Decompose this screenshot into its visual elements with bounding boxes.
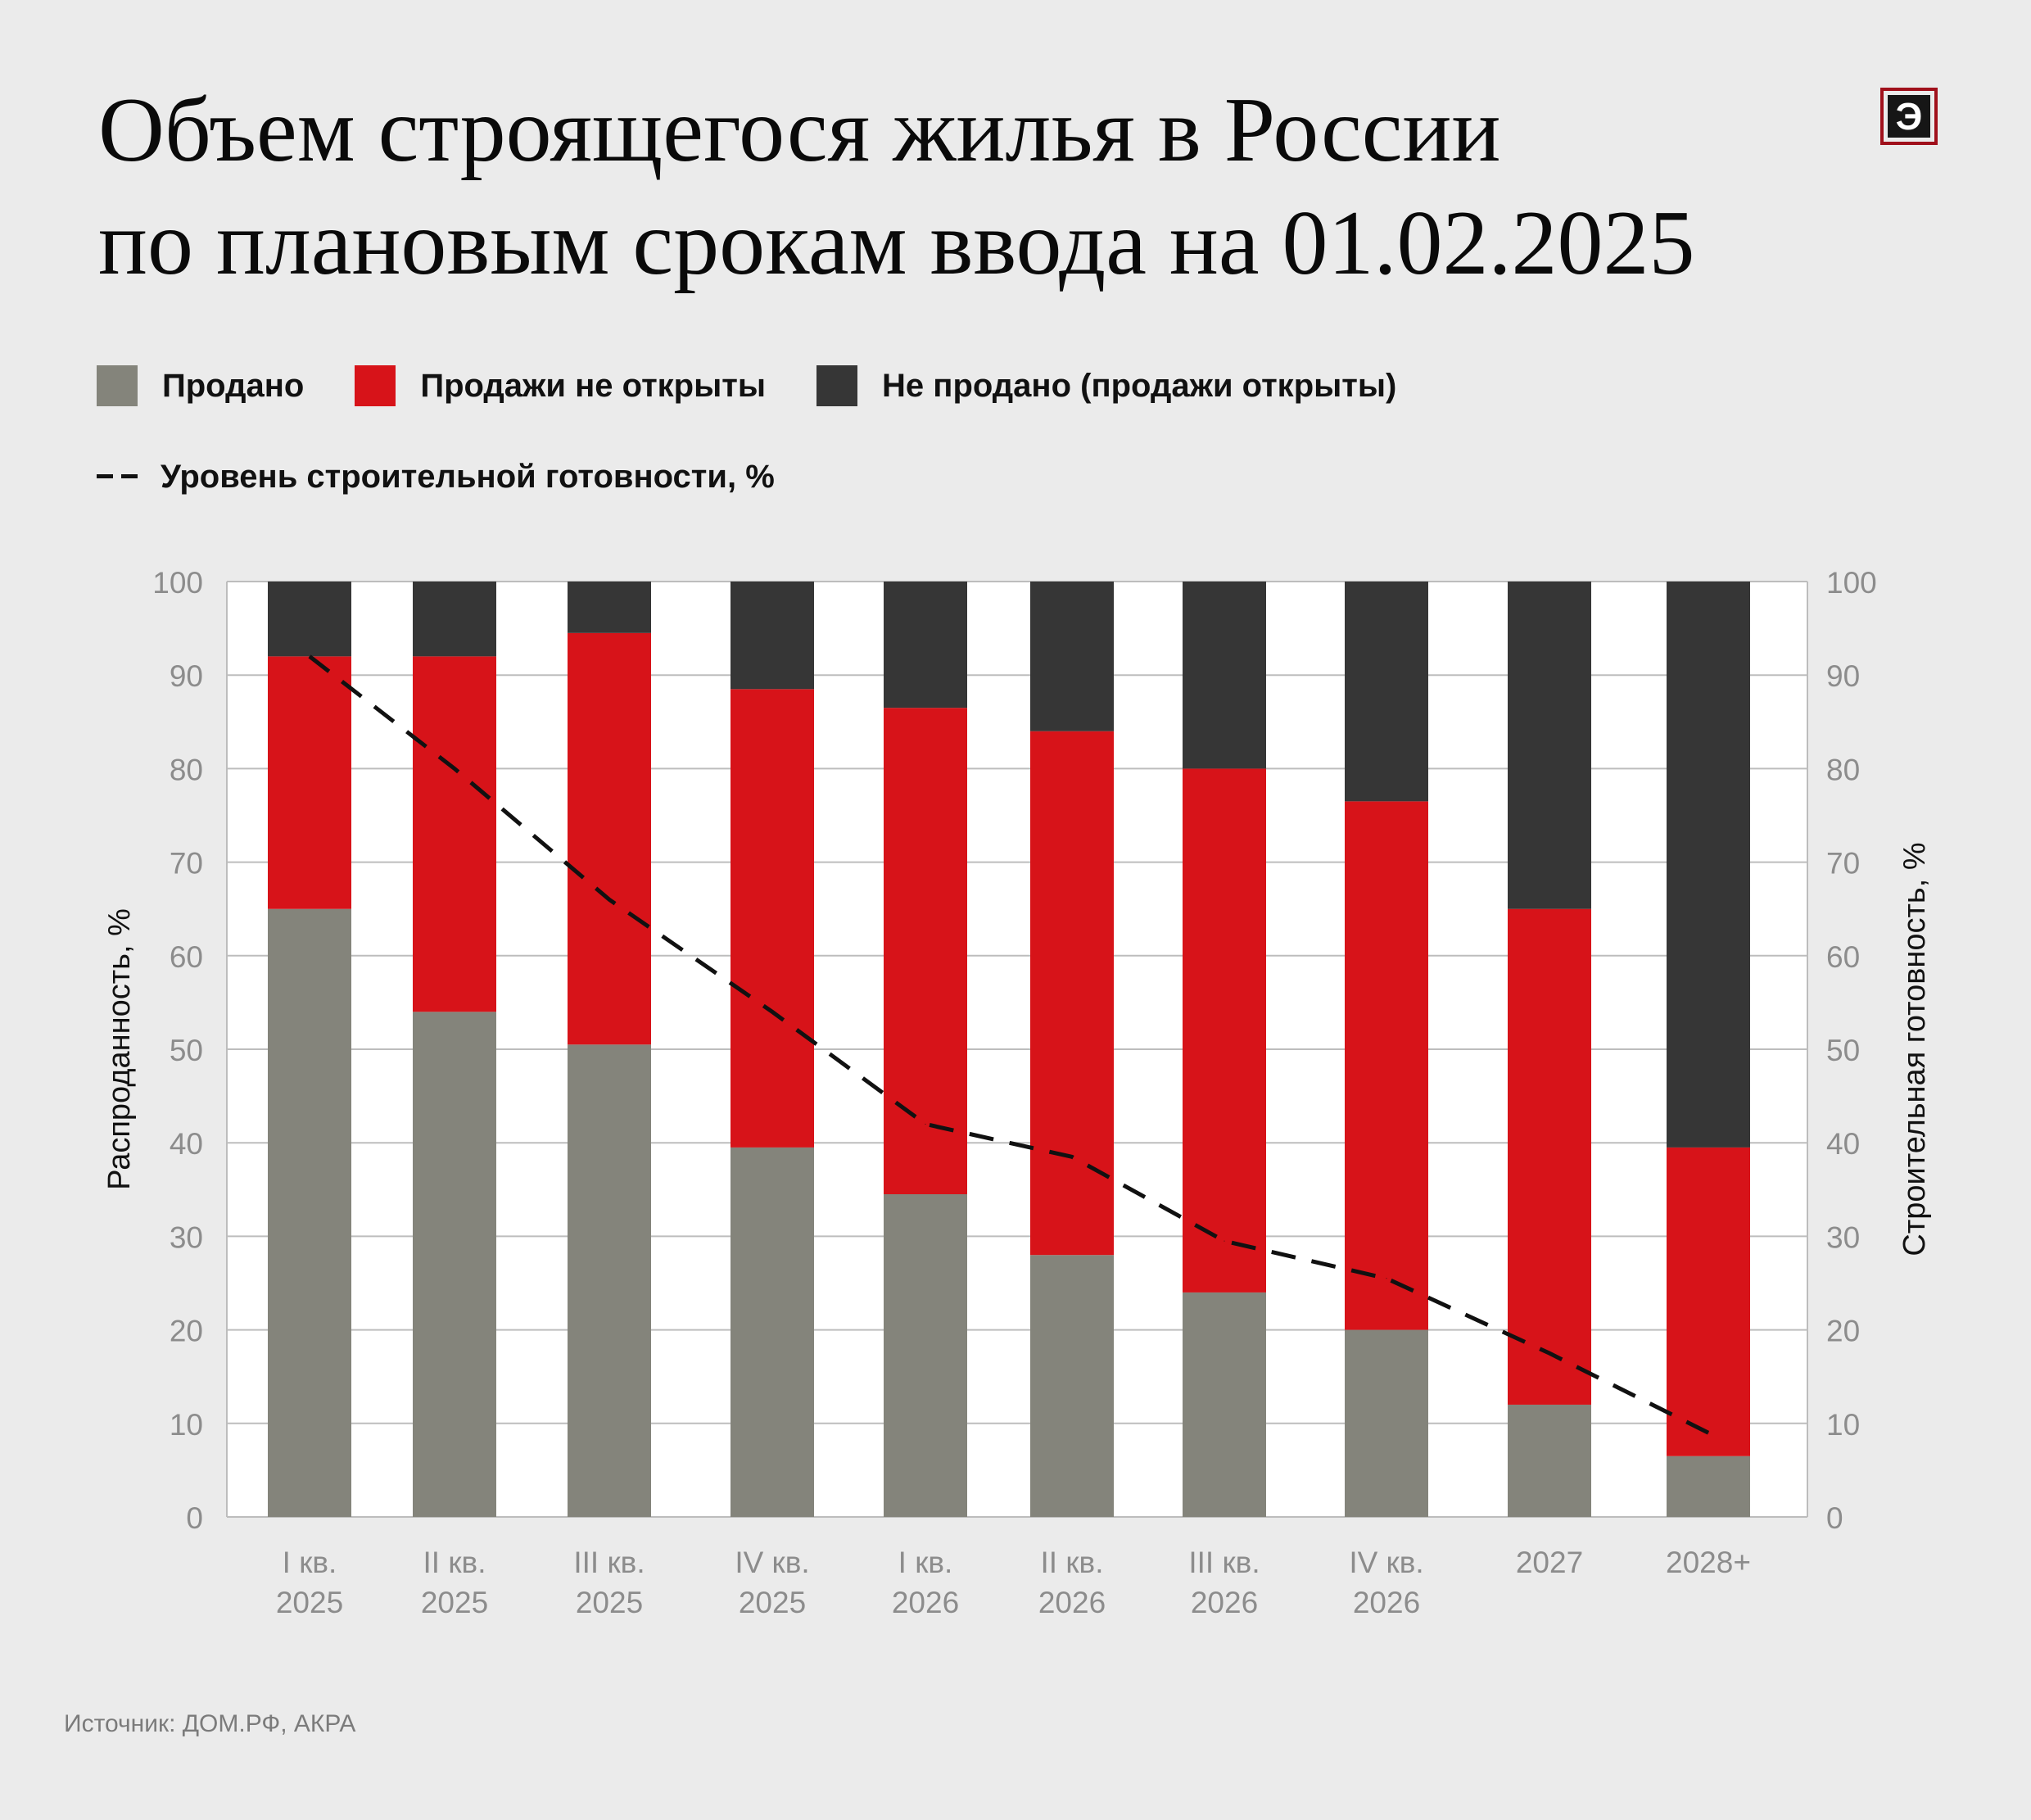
source-note: Источник: ДОМ.РФ, АКРА bbox=[64, 1710, 356, 1737]
legend-swatch-not-opened bbox=[355, 365, 396, 406]
bar-segment-unsold bbox=[1508, 582, 1591, 909]
brand-logo-letter: Э bbox=[1888, 95, 1930, 138]
bar-segment-sold bbox=[1345, 1329, 1428, 1517]
y-tick-label-right: 0 bbox=[1826, 1501, 1843, 1535]
readiness-point bbox=[1549, 1352, 1550, 1354]
y-tick-label-right: 70 bbox=[1826, 847, 1860, 881]
chart-title-line-1: Объем строящегося жилья в России bbox=[98, 79, 1501, 181]
y-tick-label-right: 40 bbox=[1826, 1127, 1860, 1161]
x-tick-label: 2025 bbox=[576, 1586, 643, 1619]
y-tick-label-left: 60 bbox=[170, 940, 203, 974]
readiness-point bbox=[608, 899, 610, 900]
legend-label-unsold: Не продано (продажи открыты) bbox=[882, 367, 1397, 404]
x-tick-label: II кв. bbox=[423, 1546, 486, 1579]
bar-segment-unsold bbox=[1183, 582, 1266, 769]
bar-segment-unsold bbox=[1030, 582, 1114, 731]
legend-item-sold: Продано bbox=[97, 365, 304, 406]
legend-label-not-opened: Продажи не открыты bbox=[420, 367, 767, 404]
bar-segment-sold bbox=[1667, 1456, 1750, 1517]
bar-segment-unsold bbox=[413, 582, 496, 657]
y-axis-title-right: Строительная готовность, % bbox=[1898, 842, 1932, 1256]
bar-segment-sold bbox=[1183, 1292, 1266, 1517]
x-tick-label: 2025 bbox=[276, 1586, 343, 1619]
legend-item-unsold: Не продано (продажи открыты) bbox=[816, 365, 1396, 406]
brand-logo: Э bbox=[1880, 88, 1938, 145]
x-tick-label: 2025 bbox=[739, 1586, 806, 1619]
x-tick-label: 2026 bbox=[1038, 1586, 1106, 1619]
x-tick-label: I кв. bbox=[283, 1546, 337, 1579]
y-tick-label-right: 90 bbox=[1826, 659, 1860, 693]
y-tick-label-right: 10 bbox=[1826, 1408, 1860, 1442]
chart-title-line-2: по плановым срокам ввода на 01.02.2025 bbox=[98, 192, 1695, 294]
bar-segment-not-opened bbox=[731, 689, 814, 1148]
bar-segment-not-opened bbox=[1667, 1147, 1750, 1456]
x-tick-label: 2026 bbox=[1191, 1586, 1258, 1619]
legend: Продано Продажи не открыты Не продано (п… bbox=[97, 365, 1447, 406]
bar-segment-sold bbox=[1030, 1255, 1114, 1517]
bar-segment-unsold bbox=[268, 582, 351, 657]
chart-title: Объем строящегося жилья в России по план… bbox=[98, 74, 1695, 300]
bar-segment-not-opened bbox=[1183, 768, 1266, 1293]
x-tick-label: 2028+ bbox=[1666, 1546, 1751, 1579]
y-tick-label-left: 30 bbox=[170, 1220, 203, 1254]
bar-segment-unsold bbox=[731, 582, 814, 690]
legend-item-not-opened: Продажи не открыты bbox=[355, 365, 766, 406]
readiness-point bbox=[1224, 1240, 1225, 1242]
bar-segment-unsold bbox=[1667, 582, 1750, 1148]
bar-segment-unsold bbox=[1345, 582, 1428, 802]
x-tick-label: II кв. bbox=[1041, 1546, 1104, 1579]
y-tick-label-right: 80 bbox=[1826, 753, 1860, 786]
y-tick-label-right: 50 bbox=[1826, 1034, 1860, 1067]
legend-dash-icon bbox=[97, 473, 138, 481]
bar-segment-not-opened bbox=[268, 656, 351, 909]
x-tick-label: I кв. bbox=[898, 1546, 953, 1579]
legend-item-readiness: Уровень строительной готовности, % bbox=[97, 459, 775, 496]
y-tick-label-left: 50 bbox=[170, 1034, 203, 1067]
y-tick-label-left: 70 bbox=[170, 847, 203, 881]
bar-segment-sold bbox=[1508, 1404, 1591, 1517]
y-tick-label-left: 10 bbox=[170, 1408, 203, 1442]
y-tick-label-left: 20 bbox=[170, 1315, 203, 1348]
y-tick-label-left: 0 bbox=[186, 1501, 203, 1535]
bar-segment-not-opened bbox=[1508, 908, 1591, 1405]
y-tick-label-right: 30 bbox=[1826, 1220, 1860, 1254]
bar-segment-unsold bbox=[884, 582, 967, 709]
legend-label-sold: Продано bbox=[162, 367, 305, 404]
bar-segment-sold bbox=[568, 1044, 651, 1517]
x-tick-label: 2025 bbox=[421, 1586, 488, 1619]
readiness-point bbox=[1386, 1278, 1387, 1279]
y-axis-title-left: Распроданность, % bbox=[102, 908, 137, 1190]
bar-segment-sold bbox=[268, 908, 351, 1517]
bar-segment-not-opened bbox=[413, 656, 496, 1012]
x-tick-label: 2026 bbox=[1353, 1586, 1420, 1619]
bar-segment-not-opened bbox=[568, 632, 651, 1045]
x-tick-label: 2026 bbox=[892, 1586, 959, 1619]
bar-segment-sold bbox=[884, 1194, 967, 1517]
bar-segment-not-opened bbox=[1030, 731, 1114, 1256]
y-tick-label-right: 60 bbox=[1826, 940, 1860, 974]
legend-label-readiness: Уровень строительной готовности, % bbox=[161, 459, 775, 495]
x-tick-label: IV кв. bbox=[1349, 1546, 1423, 1579]
bar-segment-sold bbox=[413, 1012, 496, 1517]
y-tick-label-left: 80 bbox=[170, 753, 203, 786]
legend-swatch-sold bbox=[97, 365, 138, 406]
y-tick-label-right: 100 bbox=[1826, 566, 1877, 600]
x-tick-label: III кв. bbox=[1188, 1546, 1260, 1579]
x-tick-label: IV кв. bbox=[735, 1546, 809, 1579]
legend-swatch-unsold bbox=[816, 365, 858, 406]
x-tick-label: III кв. bbox=[573, 1546, 645, 1579]
bar-segment-not-opened bbox=[884, 708, 967, 1195]
readiness-line bbox=[308, 654, 1710, 1435]
y-tick-label-left: 100 bbox=[152, 566, 203, 600]
y-tick-label-left: 90 bbox=[170, 659, 203, 693]
bar-segment-unsold bbox=[568, 582, 651, 633]
bar-segment-sold bbox=[731, 1147, 814, 1517]
y-tick-label-right: 20 bbox=[1826, 1315, 1860, 1348]
x-tick-label: 2027 bbox=[1516, 1546, 1583, 1579]
y-tick-label-left: 40 bbox=[170, 1127, 203, 1161]
readiness-point bbox=[925, 1123, 926, 1125]
bar-segment-not-opened bbox=[1345, 801, 1428, 1330]
